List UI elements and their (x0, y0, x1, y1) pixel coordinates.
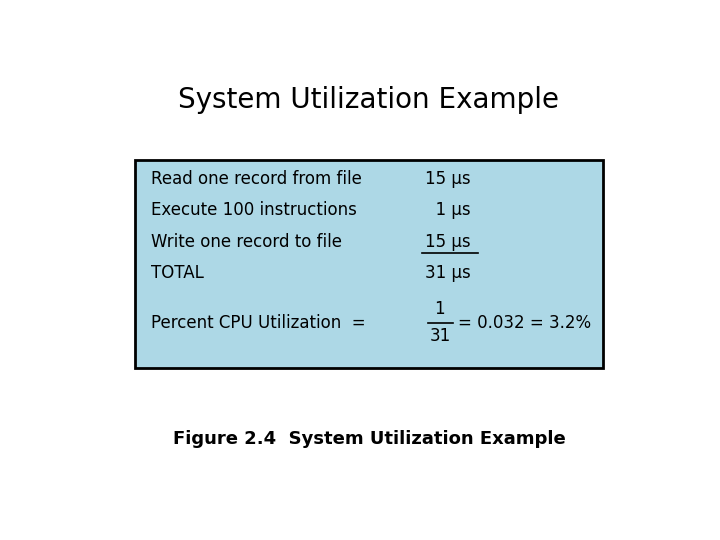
Text: Write one record to file: Write one record to file (151, 233, 343, 251)
Text: 15 μs: 15 μs (425, 233, 470, 251)
Text: = 0.032 = 3.2%: = 0.032 = 3.2% (459, 314, 591, 332)
Text: Figure 2.4  System Utilization Example: Figure 2.4 System Utilization Example (173, 430, 565, 448)
Text: TOTAL: TOTAL (151, 264, 204, 282)
Text: 15 μs: 15 μs (425, 170, 470, 188)
Text: Read one record from file: Read one record from file (151, 170, 362, 188)
Text: 1: 1 (435, 300, 445, 318)
Text: System Utilization Example: System Utilization Example (179, 85, 559, 113)
Text: Execute 100 instructions: Execute 100 instructions (151, 201, 357, 219)
Text: 31 μs: 31 μs (425, 264, 471, 282)
Text: 31: 31 (429, 327, 451, 345)
Text: Percent CPU Utilization  =: Percent CPU Utilization = (151, 314, 366, 332)
Text: 1 μs: 1 μs (425, 201, 470, 219)
FancyBboxPatch shape (135, 160, 603, 368)
